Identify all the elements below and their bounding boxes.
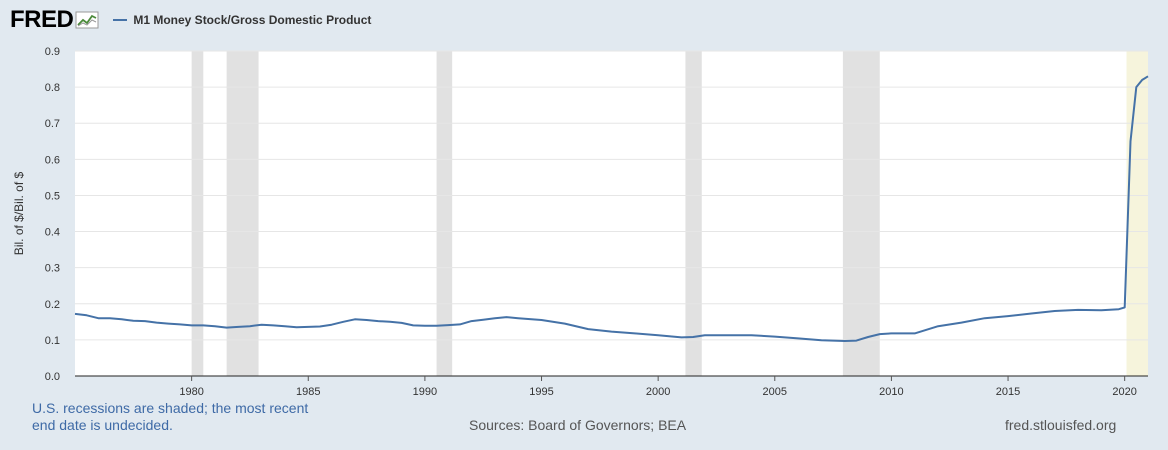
y-tick-label-0.6: 0.6 — [45, 154, 60, 166]
y-tick-label-0.7: 0.7 — [45, 118, 60, 130]
chart-header: FRED M1 Money Stock/Gross Domestic Produ… — [10, 6, 371, 34]
y-tick-label-0.4: 0.4 — [45, 227, 60, 239]
recession-band-3 — [685, 51, 702, 376]
y-tick-label-0.9: 0.9 — [45, 46, 60, 58]
recession-band-2 — [436, 51, 453, 376]
legend-label-m1-gdp: M1 Money Stock/Gross Domestic Product — [133, 13, 372, 27]
x-tick-label-2000: 2000 — [646, 386, 670, 398]
chart-legend: M1 Money Stock/Gross Domestic Product — [113, 13, 371, 27]
recession-band-1 — [226, 51, 259, 376]
fred-logo[interactable]: FRED — [10, 8, 99, 32]
y-tick-label-0.8: 0.8 — [45, 82, 60, 94]
x-tick-label-2010: 2010 — [879, 386, 903, 398]
recession-band-0 — [191, 51, 204, 376]
series-line-0 — [74, 75, 1149, 342]
recession-note: U.S. recessions are shaded; the most rec… — [32, 400, 309, 433]
x-tick-label-2020: 2020 — [1112, 386, 1136, 398]
y-tick-label-0.3: 0.3 — [45, 263, 60, 275]
recession-band-4 — [842, 51, 880, 376]
fred-graph-icon — [75, 11, 99, 29]
x-tick-label-1990: 1990 — [413, 386, 437, 398]
sources-note: Sources: Board of Governors; BEA — [469, 417, 687, 433]
x-tick-label-1995: 1995 — [529, 386, 553, 398]
y-axis-label: Bil. of $/Bil. of $ — [12, 171, 26, 255]
recession-band-undecided — [1126, 51, 1148, 376]
x-tick-label-2005: 2005 — [763, 386, 787, 398]
legend-swatch — [113, 19, 128, 21]
y-tick-label-0.2: 0.2 — [45, 299, 60, 311]
x-tick-label-2015: 2015 — [996, 386, 1020, 398]
x-tick-label-1980: 1980 — [179, 386, 203, 398]
x-tick-label-1985: 1985 — [296, 386, 320, 398]
site-link[interactable]: fred.stlouisfed.org — [1005, 417, 1117, 433]
y-tick-label-0.0: 0.0 — [45, 371, 60, 383]
y-tick-label-0.5: 0.5 — [45, 190, 60, 202]
fred-logo-text: FRED — [10, 6, 74, 33]
y-tick-label-0.1: 0.1 — [45, 335, 60, 347]
